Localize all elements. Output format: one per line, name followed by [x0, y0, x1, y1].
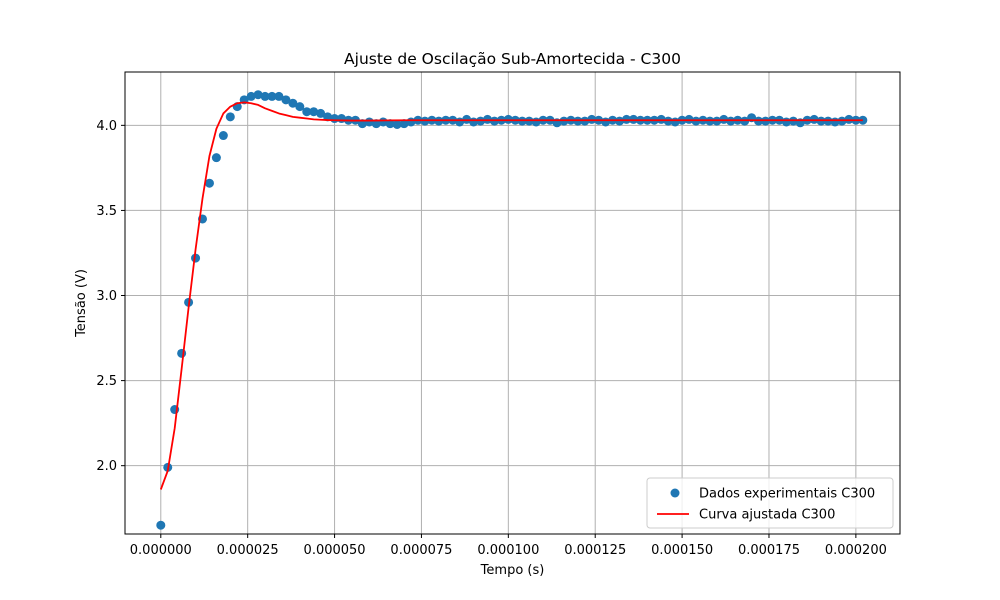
- data-point: [316, 108, 326, 118]
- data-point: [274, 91, 284, 101]
- y-tick-label: 2.5: [96, 374, 117, 389]
- data-point: [246, 91, 256, 101]
- data-point: [385, 119, 395, 129]
- data-point: [267, 91, 277, 101]
- x-tick-label: 0.000050: [304, 543, 366, 558]
- data-point: [204, 178, 214, 188]
- x-tick-label: 0.000150: [651, 543, 713, 558]
- x-tick-label: 0.000175: [738, 543, 800, 558]
- data-point: [295, 102, 305, 112]
- data-point: [281, 95, 291, 105]
- x-tick-label: 0.000025: [217, 543, 279, 558]
- y-tick-label: 2.0: [96, 459, 117, 474]
- x-tick-label: 0.000200: [825, 543, 887, 558]
- legend: Dados experimentais C300 Curva ajustada …: [646, 477, 894, 529]
- data-point: [253, 90, 263, 100]
- data-point: [191, 253, 201, 263]
- data-point: [858, 115, 868, 125]
- y-tick-label: 3.0: [96, 289, 117, 304]
- chart-title: Ajuste de Oscilação Sub-Amortecida - C30…: [344, 50, 681, 68]
- data-point: [218, 131, 228, 141]
- data-point: [288, 98, 298, 108]
- data-point: [302, 107, 312, 117]
- grid: [125, 72, 900, 534]
- x-tick-label: 0.000075: [390, 543, 452, 558]
- fitted-curve-line: [159, 101, 863, 490]
- legend-box: [646, 477, 894, 529]
- y-tick-label: 3.5: [96, 204, 117, 219]
- data-point: [399, 119, 409, 129]
- x-tick-label: 0.000125: [564, 543, 626, 558]
- x-tick-label: 0.000000: [130, 543, 192, 558]
- legend-marker-dados: [670, 488, 680, 498]
- data-point: [309, 107, 319, 117]
- legend-label-dados: Dados experimentais C300: [699, 487, 875, 502]
- plot-frame: [124, 71, 901, 535]
- plot-area: [156, 90, 868, 530]
- data-point: [177, 348, 187, 358]
- data-point: [211, 153, 221, 163]
- data-point: [225, 112, 235, 122]
- y-tick-label: 4.0: [96, 119, 117, 134]
- x-tick-label: 0.000100: [477, 543, 539, 558]
- data-point: [260, 91, 270, 101]
- ticks: 0.000000 0.000025 0.000050 0.000075 0.000100…: [96, 119, 887, 558]
- data-point: [156, 520, 166, 530]
- legend-label-curva: Curva ajustada C300: [699, 508, 835, 523]
- y-axis-label: Tensão (V): [74, 269, 89, 338]
- x-axis-label: Tempo (s): [480, 563, 545, 578]
- data-point: [392, 119, 402, 129]
